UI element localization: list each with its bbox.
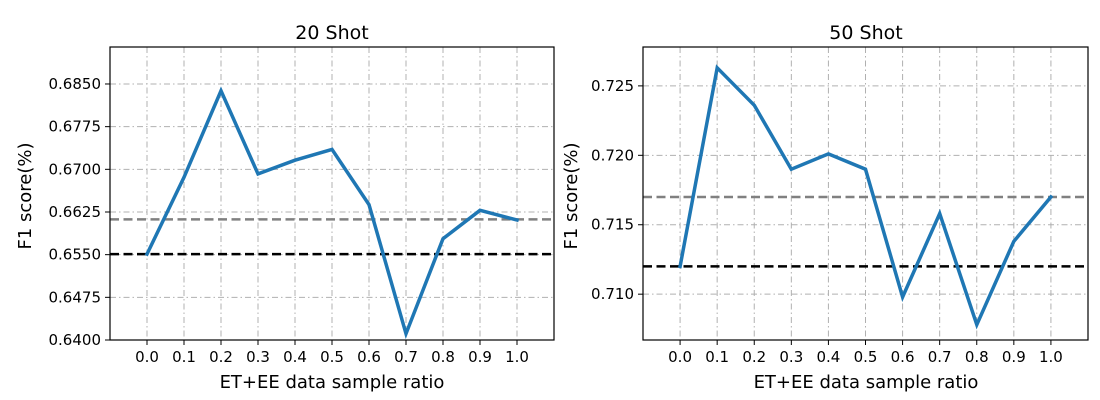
x-tick-label: 0.3 [779,348,803,366]
y-axis-label: F1 score(%) [15,142,36,249]
chart-panel-20-shot: 20 Shot ET+EE data sample ratio F1 score… [15,22,555,393]
y-axis-label: F1 score(%) [561,142,582,249]
chart-title: 20 Shot [295,22,368,44]
y-tick-label: 0.6625 [49,203,102,221]
reference-lines [643,195,1088,268]
x-tick-label: 1.0 [1039,348,1063,366]
x-axis-label: ET+EE data sample ratio [754,372,979,393]
x-tick-label: 0.1 [172,348,196,366]
y-tick-label: 0.725 [591,77,634,95]
x-tick-label: 0.2 [742,348,766,366]
y-tick-label: 0.715 [591,216,634,234]
grid [643,47,1088,340]
ticks: 0.0 0.1 0.2 0.3 0.4 0.5 0.6 0.7 0.8 0.9 1.0 0.710 0.… [591,77,1063,366]
x-tick-label: 0.8 [965,348,989,366]
x-tick-label: 0.9 [1002,348,1026,366]
y-tick-label: 0.6475 [49,288,102,306]
x-tick-label: 1.0 [505,348,529,366]
y-tick-label: 0.720 [591,146,634,164]
x-tick-label: 0.3 [246,348,270,366]
y-tick-label: 0.710 [591,285,634,303]
x-tick-label: 0.4 [283,348,307,366]
series [144,86,520,340]
x-tick-label: 0.5 [320,348,344,366]
reference-lines [110,218,554,256]
chart-panel-50-shot: 50 Shot ET+EE data sample ratio F1 score… [561,22,1089,393]
x-tick-label: 0.5 [854,348,878,366]
ticks: 0.0 0.1 0.2 0.3 0.4 0.5 0.6 0.7 0.8 0.9 1.0 0.6400 0… [49,75,529,366]
x-tick-label: 0.0 [135,348,159,366]
x-tick-label: 0.2 [209,348,233,366]
series [678,64,1054,330]
chart-title: 50 Shot [829,22,902,44]
y-tick-label: 0.6850 [49,75,102,93]
x-tick-label: 0.1 [705,348,729,366]
x-tick-label: 0.7 [394,348,418,366]
y-tick-label: 0.6700 [49,160,102,178]
x-tick-label: 0.4 [816,348,840,366]
x-tick-label: 0.0 [668,348,692,366]
x-tick-label: 0.8 [431,348,455,366]
y-tick-label: 0.6400 [49,331,102,349]
x-tick-label: 0.6 [357,348,381,366]
x-axis-label: ET+EE data sample ratio [220,372,445,393]
y-tick-label: 0.6550 [49,246,102,264]
x-tick-label: 0.9 [468,348,492,366]
y-tick-label: 0.6775 [49,118,102,136]
x-tick-label: 0.6 [891,348,915,366]
x-tick-label: 0.7 [928,348,952,366]
